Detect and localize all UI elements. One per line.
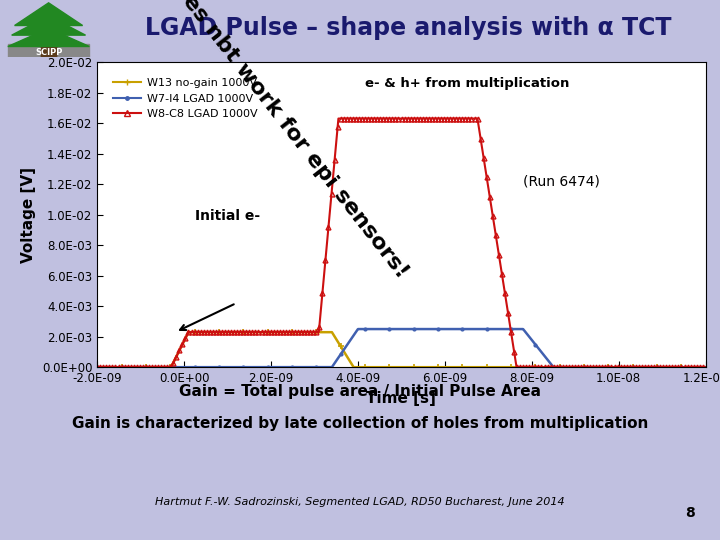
- Text: e- & h+ from multiplication: e- & h+ from multiplication: [365, 77, 570, 90]
- Text: LGAD Pulse – shape analysis with α TCT: LGAD Pulse – shape analysis with α TCT: [145, 16, 672, 40]
- Text: Gain = Total pulse area / Initial Pulse Area: Gain = Total pulse area / Initial Pulse …: [179, 384, 541, 399]
- Polygon shape: [14, 3, 83, 25]
- Text: Initial e-: Initial e-: [194, 208, 260, 222]
- Text: 8: 8: [685, 506, 695, 520]
- X-axis label: Time [s]: Time [s]: [366, 390, 436, 406]
- Text: Gain is characterized by late collection of holes from multiplication: Gain is characterized by late collection…: [72, 416, 648, 431]
- Text: Hartmut F.-W. Sadrozinski, Segmented LGAD, RD50 Bucharest, June 2014: Hartmut F.-W. Sadrozinski, Segmented LGA…: [156, 497, 564, 507]
- Text: SCIPP: SCIPP: [35, 48, 63, 57]
- Text: (Run 6474): (Run 6474): [523, 175, 600, 189]
- Polygon shape: [12, 16, 86, 35]
- Polygon shape: [8, 28, 89, 46]
- Y-axis label: Voltage [V]: Voltage [V]: [22, 167, 36, 262]
- Bar: [8, 44, 89, 57]
- Bar: [41, 46, 56, 57]
- Legend: W13 no-gain 1000V, W7-I4 LGAD 1000V, W8-C8 LGAD 1000V: W13 no-gain 1000V, W7-I4 LGAD 1000V, W8-…: [109, 74, 261, 124]
- Text: Does nbt work for epi sensors!: Does nbt work for epi sensors!: [158, 0, 412, 282]
